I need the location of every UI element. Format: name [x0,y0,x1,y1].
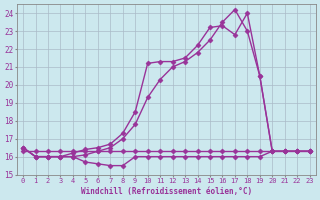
X-axis label: Windchill (Refroidissement éolien,°C): Windchill (Refroidissement éolien,°C) [81,187,252,196]
